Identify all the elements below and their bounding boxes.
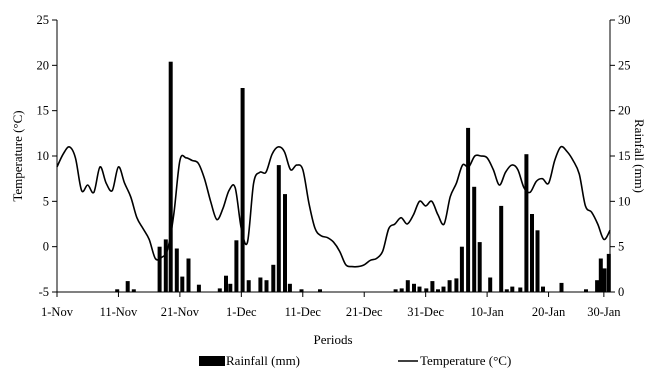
temperature-line	[56, 145, 611, 268]
rainfall-bar-21	[287, 283, 292, 292]
rainfall-bar-31	[436, 289, 440, 292]
y-right-tick-label-0: 0	[618, 285, 624, 299]
rainfall-bar-23	[318, 289, 322, 292]
x-tick-label-2: 21-Nov	[161, 305, 200, 319]
rainfall-bar-3	[157, 246, 162, 292]
rainfall-bar-29	[424, 288, 429, 292]
y-right-tick-label-1: 5	[618, 240, 624, 254]
x-tick-label-4: 11-Dec	[285, 305, 322, 319]
rainfall-bar-41	[504, 289, 509, 292]
rainfall-bar-24	[393, 289, 398, 292]
rainfall-bar-0	[115, 289, 120, 292]
rainfall-bar-42	[510, 286, 515, 292]
rainfall-bar-52	[602, 268, 607, 292]
rainfall-bar-28	[417, 286, 422, 292]
rainfall-bar-45	[530, 214, 534, 292]
rainfall-bar-49	[584, 289, 588, 292]
rainfall-bar-33	[447, 280, 452, 292]
rainfall-bar-43	[518, 287, 523, 292]
rainfall-bar-9	[196, 284, 201, 292]
rainfall-bar-12	[228, 283, 233, 292]
rainfall-bar-10	[217, 288, 222, 292]
x-tick-label-7: 10-Jan	[470, 305, 504, 319]
y-right-tick-label-3: 15	[618, 149, 631, 163]
rainfall-bars	[115, 61, 611, 293]
x-tick-label-5: 21-Dec	[346, 305, 383, 319]
rainfall-bar-34	[454, 278, 459, 292]
rainfall-bar-35	[459, 246, 464, 292]
rainfall-bar-25	[399, 288, 404, 292]
x-tick-label-3: 1-Dec	[226, 305, 257, 319]
rainfall-bar-39	[488, 277, 493, 292]
y-left-tick-label-6: 25	[37, 13, 50, 27]
rainfall-bar-38	[477, 242, 482, 292]
rainfall-bar-11	[224, 275, 228, 292]
rainfall-bar-16	[258, 277, 263, 292]
legend: Rainfall (mm) Temperature (°C)	[199, 353, 511, 368]
y-left-tick-label-4: 15	[37, 104, 50, 118]
rainfall-bar-22	[299, 289, 304, 292]
rainfall-bar-8	[186, 258, 191, 292]
rainfall-bar-51	[598, 258, 603, 292]
rainfall-bar-36	[466, 127, 471, 293]
y-right-tick-label-4: 20	[618, 104, 631, 118]
rainfall-bar-7	[180, 276, 185, 292]
rainfall-bar-6	[174, 248, 179, 292]
rainfall-bar-48	[559, 282, 564, 292]
y-right-tick-label-5: 25	[618, 58, 631, 72]
y-left-axis-title: Temperature (°C)	[10, 110, 25, 201]
rainfall-bar-13	[234, 240, 239, 292]
y-right-axis-title: Rainfall (mm)	[632, 119, 647, 193]
y-left-tick-label-5: 20	[37, 58, 50, 72]
x-tick-label-1: 11-Nov	[100, 305, 138, 319]
y-right-tick-label-6: 30	[618, 13, 631, 27]
plot-area: -5 0 5 10 15 20 25 0 5 10 15 20 25 30 1-Nov 11-Nov 21-…	[37, 13, 631, 319]
x-tick-label-8: 20-Jan	[532, 305, 566, 319]
y-left-tick-label-1: 0	[43, 240, 49, 254]
rainfall-bar-47	[541, 286, 545, 292]
rainfall-bar-17	[264, 280, 269, 292]
rainfall-bar-50	[595, 280, 600, 292]
rainfall-bar-32	[441, 286, 446, 292]
rainfall-bar-2	[131, 289, 136, 292]
rainfall-bar-40	[499, 205, 504, 292]
x-ticks: 1-Nov 11-Nov 21-Nov 1-Dec 11-Dec 21-Dec 31-Dec…	[41, 292, 621, 319]
x-tick-label-0: 1-Nov	[41, 305, 74, 319]
rainfall-bar-46	[535, 230, 540, 292]
rainfall-bar-27	[412, 283, 416, 292]
rainfall-bar-1	[125, 281, 130, 292]
x-axis-title: Periods	[314, 332, 353, 347]
legend-rainfall-swatch	[199, 356, 225, 366]
legend-rainfall-label: Rainfall (mm)	[226, 353, 300, 368]
rainfall-bar-14	[240, 88, 245, 292]
rainfall-bar-5	[168, 61, 173, 293]
y-right-tick-label-2: 10	[618, 194, 631, 208]
x-tick-label-9: 30-Jan	[587, 305, 621, 319]
rainfall-bar-15	[246, 280, 251, 292]
rainfall-bar-26	[405, 280, 410, 292]
rainfall-bar-4	[163, 239, 168, 292]
y-left-tick-label-0: -5	[39, 285, 49, 299]
rainfall-bar-44	[524, 154, 529, 292]
x-tick-label-6: 31-Dec	[407, 305, 444, 319]
rainfall-bar-37	[472, 186, 477, 292]
rainfall-bar-18	[271, 264, 276, 292]
rainfall-bar-19	[276, 165, 281, 292]
rainfall-bar-30	[430, 281, 435, 292]
y-left-ticks: -5 0 5 10 15 20 25	[37, 13, 57, 299]
y-right-ticks: 0 5 10 15 20 25 30	[610, 13, 631, 299]
y-left-tick-label-3: 10	[37, 149, 50, 163]
rainfall-bar-53	[606, 253, 611, 292]
rainfall-bar-20	[283, 194, 287, 292]
legend-temperature-label: Temperature (°C)	[420, 353, 511, 368]
y-left-tick-label-2: 5	[43, 194, 49, 208]
